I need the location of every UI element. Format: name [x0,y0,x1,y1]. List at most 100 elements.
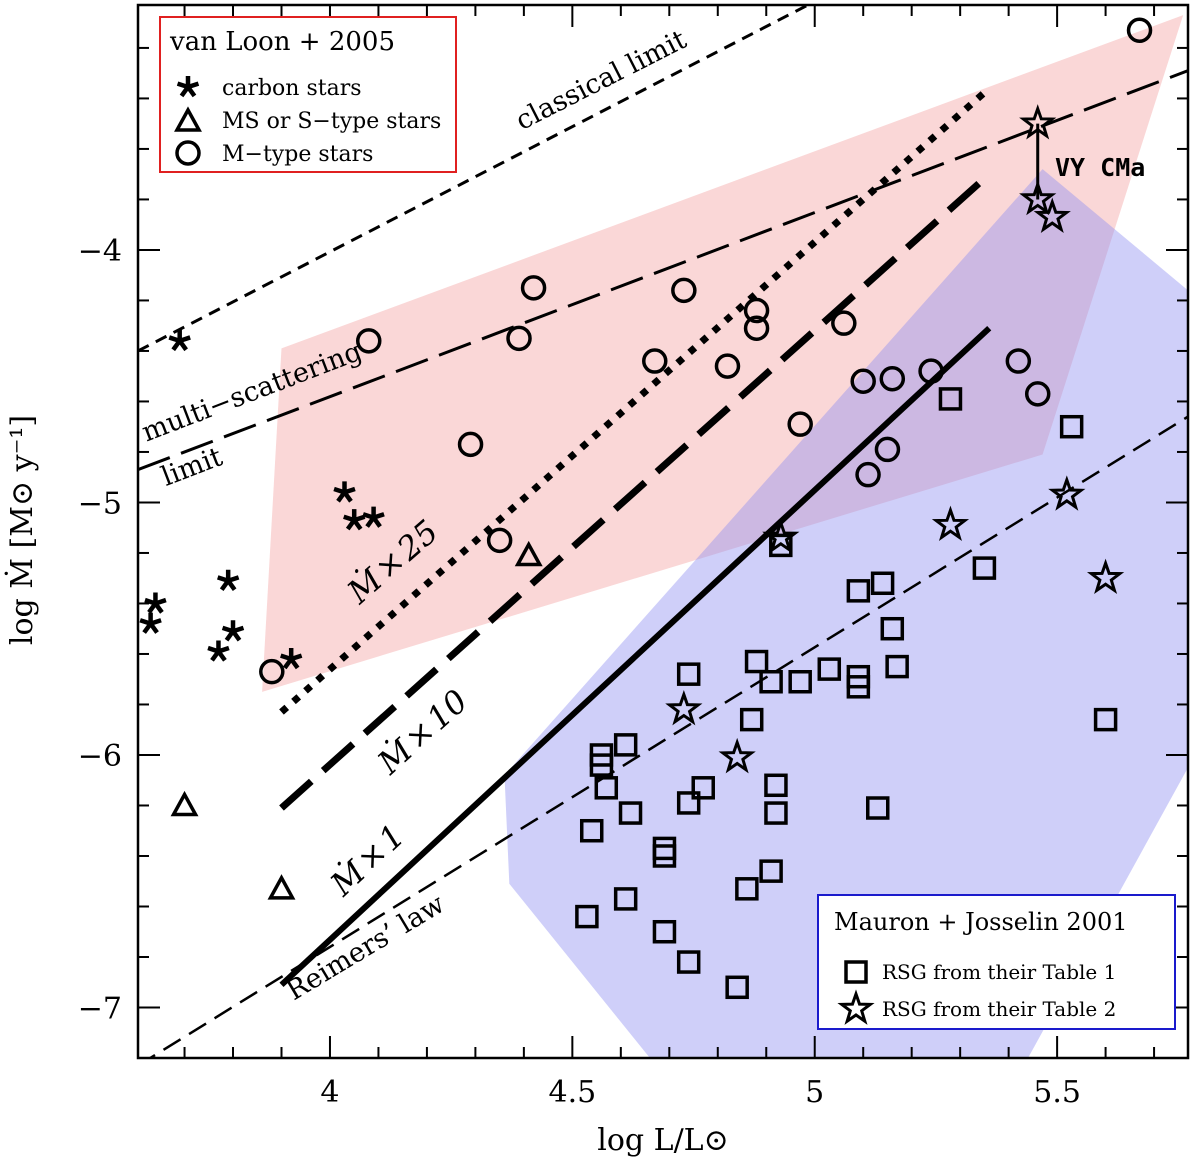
point-circle [874,436,901,463]
line-multi-scattering-limit [138,69,1188,472]
point-triangle [514,540,543,567]
point-circle [918,358,944,384]
legend-title: van Loon + 2005 [169,27,395,57]
point-square [652,919,677,944]
annotation-mdot-10: Ṁ × 10 [370,682,475,782]
point-square [594,776,619,800]
data-points [139,17,1153,1000]
legend-entry: RSG from their Table 1 [882,960,1116,984]
point-circle [879,365,906,392]
y-tick-label: −6 [78,739,122,774]
point-star [931,505,970,542]
point-square [725,975,749,1000]
point-square [885,654,909,679]
point-square [1093,707,1118,732]
point-square [613,887,638,911]
point-star [1086,558,1125,595]
point-square [735,877,759,901]
point-square [870,571,895,596]
point-square [764,801,788,825]
y-tick-label: −4 [78,234,122,269]
legend-triangle-icon [174,106,202,132]
x-tick-label: 5.5 [1033,1075,1081,1110]
point-square [788,669,812,694]
point-square [759,669,783,694]
region-mauron-region [504,169,1188,1058]
point-square [866,796,890,820]
point-square [676,950,701,974]
point-square [652,844,677,868]
point-circle [714,353,741,379]
point-square [618,801,643,825]
point-square [613,733,638,757]
point-circle [743,297,770,324]
point-square [589,753,614,777]
point-asterisk [139,612,162,634]
line-mdot-x-10 [279,171,992,811]
point-square [1059,414,1084,439]
point-asterisk [221,620,245,642]
point-circle [457,431,484,458]
point-circle [1024,381,1051,407]
line-reimers-law [147,415,1188,1058]
point-circle [1126,17,1153,44]
point-circle [1005,348,1032,374]
line-mdot-x-1 [279,326,992,987]
point-circle [259,658,285,685]
point-square [676,791,701,815]
point-square [691,776,715,800]
point-asterisk [333,481,356,503]
point-circle [850,368,876,395]
legend-entry: carbon stars [222,76,362,101]
y-axis-title: log Ṁ [M⊙ y⁻¹] [4,415,40,645]
point-asterisk [144,592,167,614]
point-star [1033,197,1071,233]
x-axis-title: log L/L⊙ [597,1123,728,1158]
legend-entry: MS or S−type stars [222,109,441,134]
legend-square-icon [844,960,868,984]
point-star [665,689,703,726]
point-star [1048,475,1086,511]
annotation-mdot-1: Ṁ × 1 [322,817,412,904]
point-circle [355,328,382,354]
point-square [579,818,604,843]
legend-van-loon: van Loon + 2005 carbon stars MS or S−typ… [159,16,457,173]
point-square [769,533,793,558]
point-circle [506,325,532,352]
x-tick-label: 4.5 [548,1075,596,1110]
plot-frame [136,3,1190,1060]
point-star [718,737,756,774]
point-square [817,657,842,681]
point-square [575,904,599,929]
point-circle [787,411,813,437]
y-tick-label: −7 [78,991,122,1026]
axis-ticks [138,5,1188,1059]
point-square [744,649,769,674]
point-asterisk [217,569,240,591]
point-square [880,616,905,641]
legend-star-icon [837,989,875,1025]
point-triangle [267,874,296,900]
x-tick-label: 4 [320,1075,339,1110]
point-square [764,773,788,798]
point-asterisk [207,640,230,662]
point-circle [520,275,547,301]
x-tick-label: 5 [805,1075,824,1110]
point-circle [831,310,857,336]
point-square [759,859,783,883]
point-asterisk [168,329,191,352]
point-star [1019,179,1057,216]
legend-carbon-star-icon [176,76,200,98]
point-square [846,579,871,603]
point-square [676,662,701,686]
point-square [739,707,764,732]
point-square [846,675,871,699]
y-tick-label: −5 [78,486,122,521]
legend-circle-icon [175,140,201,166]
line-classical-limit [138,5,809,353]
regions [262,15,1188,1058]
point-circle [642,348,668,374]
line-mdot-x-25 [279,85,992,715]
point-circle [671,277,697,304]
